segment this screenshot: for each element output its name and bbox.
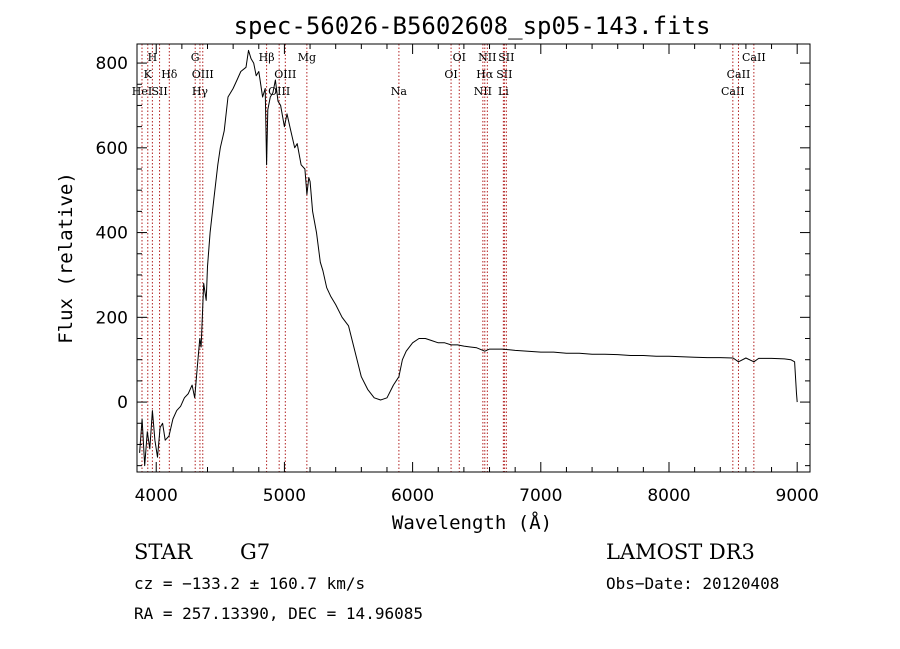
line-marker-label: Mg [298, 51, 316, 64]
y-tick-label: 0 [117, 393, 128, 413]
y-tick-label: 200 [96, 308, 128, 328]
line-marker-label: Hβ [259, 51, 275, 64]
line-marker-label: CaII [727, 68, 751, 81]
line-marker-label: NII [478, 51, 496, 64]
x-tick-label: 9000 [776, 486, 819, 506]
sky-coordinates: RA = 257.13390, DEC = 14.96085 [134, 604, 423, 623]
line-marker-label: HeI [132, 85, 152, 98]
x-tick-label: 7000 [519, 486, 562, 506]
x-axis-label: Wavelength (Å) [392, 511, 552, 534]
chart-title: spec-56026-B5602608_sp05-143.fits [234, 12, 711, 40]
line-marker-label: Hδ [161, 68, 178, 81]
line-marker-label: H [148, 51, 158, 64]
spectrum-series [139, 49, 798, 467]
line-marker-label: SII [498, 51, 514, 64]
x-tick-label: 8000 [647, 486, 690, 506]
y-tick-label: 600 [96, 139, 128, 159]
line-marker-label: SII [496, 68, 512, 81]
axes: 4000 5000 6000 7000 8000 9000 0 200 400 600 800 [96, 44, 819, 506]
line-marker-label: OIII [192, 68, 214, 81]
line-marker-label: OI [444, 68, 457, 81]
line-marker-label: NII [474, 85, 492, 98]
x-tick-label: 5000 [263, 486, 306, 506]
line-marker-label: G [191, 51, 200, 64]
emission-line-markers: HeIKHSIIHδGHγOIIIHβOIIIOIIIMgNaOIOINIIHα… [132, 44, 766, 472]
plot-frame [136, 43, 811, 473]
spectrum-line [139, 49, 798, 467]
line-marker-label: CaII [721, 85, 745, 98]
line-marker-label: Hα [476, 68, 494, 81]
y-tick-label: 800 [96, 54, 128, 74]
x-tick-label: 6000 [391, 486, 434, 506]
observation-date: Obs−Date: 20120408 [606, 574, 780, 593]
y-axis-label: Flux (relative) [55, 172, 77, 344]
line-marker-label: Hγ [192, 85, 209, 98]
y-tick-label: 400 [96, 224, 128, 244]
line-marker-label: K [144, 68, 153, 81]
line-marker-label: Li [498, 85, 509, 98]
line-marker-label: OI [453, 51, 466, 64]
survey-name: LAMOST DR3 [606, 540, 755, 564]
line-marker-label: Na [391, 85, 408, 98]
line-marker-label: CaII [742, 51, 766, 64]
line-marker-label: OIII [274, 68, 296, 81]
object-class: STAR [134, 540, 193, 564]
x-tick-label: 4000 [135, 486, 178, 506]
line-marker-label: SII [151, 85, 167, 98]
object-subclass: G7 [240, 540, 271, 564]
redshift-velocity: cz = −133.2 ± 160.7 km/s [134, 574, 366, 593]
